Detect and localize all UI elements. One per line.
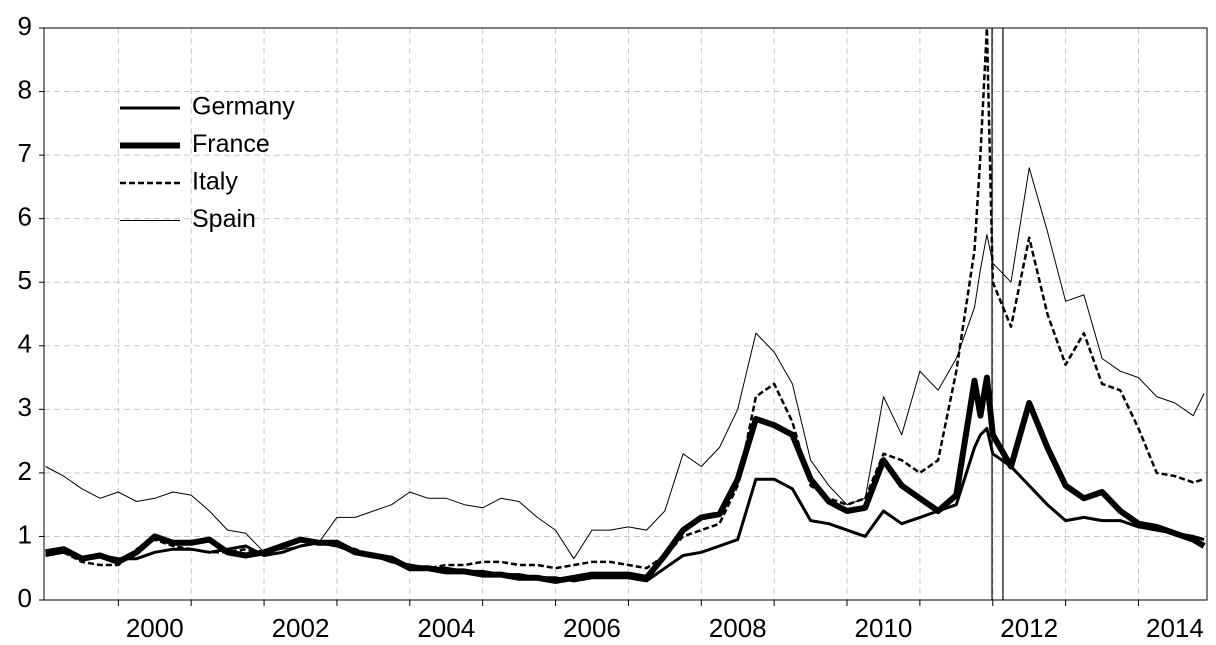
y-tick-label: 0 [18, 583, 32, 613]
y-tick-label: 8 [18, 74, 32, 104]
y-tick-label: 2 [18, 456, 32, 486]
y-tick-label: 4 [18, 329, 32, 359]
x-tick-label: 2012 [1000, 613, 1058, 643]
x-tick-label: 2014 [1146, 613, 1204, 643]
x-tick-label: 2002 [272, 613, 330, 643]
series-line [45, 426, 1205, 583]
x-tick-label: 2004 [417, 613, 475, 643]
y-tick-label: 5 [18, 265, 32, 295]
x-tick-label: 2010 [855, 613, 913, 643]
legend-label: Germany [192, 93, 295, 121]
y-tick-label: 1 [18, 519, 32, 549]
plot-frame [43, 27, 1208, 601]
x-tick-label: 2000 [126, 613, 184, 643]
x-tick-label: 2008 [709, 613, 767, 643]
series-line [44, 374, 1206, 584]
series-line [45, 28, 1205, 570]
legend-label: Spain [192, 205, 256, 233]
legend-label: France [192, 130, 270, 158]
y-tick-label: 9 [18, 11, 32, 41]
series-line [45, 167, 1205, 560]
y-tick-label: 3 [18, 392, 32, 422]
legend-label: Italy [192, 168, 238, 196]
y-tick-label: 6 [18, 202, 32, 232]
y-tick-label: 7 [18, 138, 32, 168]
x-tick-label: 2006 [563, 613, 621, 643]
